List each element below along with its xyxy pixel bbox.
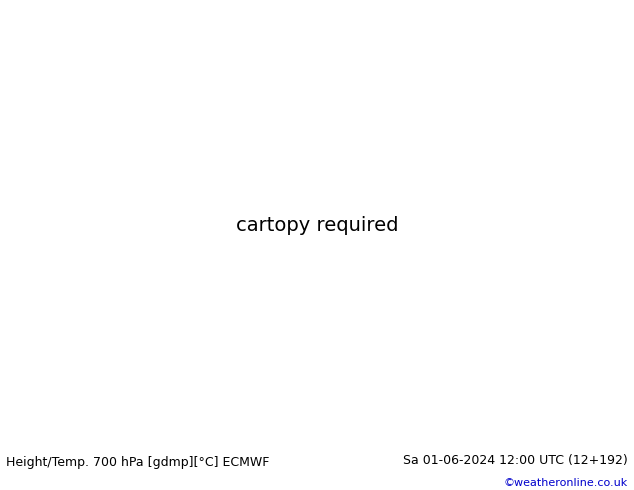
Text: Sa 01-06-2024 12:00 UTC (12+192): Sa 01-06-2024 12:00 UTC (12+192) (403, 454, 628, 466)
Text: cartopy required: cartopy required (236, 216, 398, 235)
Text: Height/Temp. 700 hPa [gdmp][°C] ECMWF: Height/Temp. 700 hPa [gdmp][°C] ECMWF (6, 456, 269, 469)
Text: ©weatheronline.co.uk: ©weatheronline.co.uk (503, 477, 628, 488)
